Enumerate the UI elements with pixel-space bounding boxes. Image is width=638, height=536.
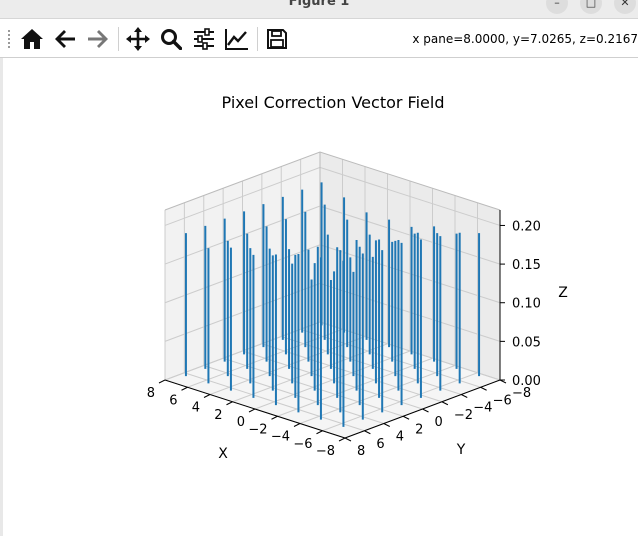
x-tick	[181, 386, 188, 391]
toolbar-separator	[257, 27, 258, 51]
x-tick-label: 2	[214, 408, 222, 423]
toolbar-grip[interactable]	[8, 30, 13, 48]
z-tick-label: 0.15	[512, 258, 541, 273]
z-tick-label: 0.10	[512, 297, 541, 312]
window-titlebar[interactable]: Figure 1 – □ ✕	[0, 0, 638, 19]
sliders-icon	[194, 28, 214, 50]
zoom-icon	[161, 29, 182, 50]
maximize-button[interactable]: □	[580, 0, 602, 14]
y-tick-label: 8	[357, 444, 365, 459]
cursor-coordinates: x pane=8.0000, y=7.0265, z=0.2167	[412, 32, 638, 46]
line-chart-icon	[225, 29, 248, 50]
x-tick-label: −4	[271, 430, 290, 445]
y-tick	[461, 394, 468, 398]
window-left-border	[0, 58, 3, 536]
arrow-right-icon	[88, 30, 108, 48]
x-tick	[248, 408, 256, 413]
y-tick	[441, 401, 449, 406]
z-tick-label: 0.00	[512, 374, 541, 389]
z-tick-label: 0.05	[512, 335, 541, 350]
toolbar: x pane=8.0000, y=7.0265, z=0.2167	[0, 19, 638, 58]
z-tick-label: 0.20	[512, 219, 541, 234]
y-tick-label: 4	[396, 430, 404, 445]
y-tick	[383, 423, 390, 427]
save-icon	[267, 29, 287, 49]
move-icon	[126, 27, 150, 51]
configure-subplots-button[interactable]	[190, 25, 218, 53]
x-axis-label: X	[218, 446, 228, 462]
y-tick	[364, 430, 371, 435]
y-tick-label: −2	[454, 408, 473, 423]
save-button[interactable]	[263, 25, 291, 53]
minimize-button[interactable]: –	[546, 0, 568, 14]
y-tick	[480, 386, 487, 391]
arrow-left-icon	[55, 30, 75, 48]
home-icon	[21, 29, 43, 49]
y-tick	[402, 415, 410, 420]
grid-line	[203, 365, 384, 424]
x-tick	[271, 415, 278, 420]
window-title: Figure 1	[288, 0, 350, 9]
y-tick	[422, 408, 429, 413]
y-tick-label: 2	[415, 422, 423, 437]
y-axis-label: Y	[456, 442, 466, 458]
y-tick	[344, 437, 352, 442]
back-button[interactable]	[51, 25, 79, 53]
x-tick-label: 0	[237, 415, 245, 430]
toolbar-separator	[118, 27, 119, 51]
x-tick-label: −8	[316, 444, 335, 459]
chart-title: Pixel Correction Vector Field	[221, 93, 445, 112]
y-tick-label: −8	[512, 386, 531, 401]
x-tick	[226, 401, 233, 406]
x-tick	[203, 394, 211, 398]
y-tick-label: 0	[435, 415, 443, 430]
y-tick-label: −6	[493, 393, 512, 408]
x-tick-label: 4	[192, 401, 200, 416]
figure-canvas[interactable]: Pixel Correction Vector Field 8 6 4 2 0 −2 −4−…	[3, 58, 638, 536]
z-axis-label: Z	[558, 285, 568, 301]
x-tick-label: 8	[147, 386, 155, 401]
zoom-button[interactable]	[157, 25, 185, 53]
x-tick-label: −6	[293, 437, 312, 452]
y-tick-label: −4	[473, 401, 492, 416]
x-tick	[338, 437, 346, 442]
y-tick-label: 6	[376, 437, 384, 452]
plot-3d[interactable]: 8 6 4 2 0 −2 −4 −6 −8 8 6 4 2 0 −2 −4 −6 −80.000.050.100.…	[3, 58, 638, 536]
x-tick-label: −2	[248, 422, 267, 437]
x-tick	[316, 430, 323, 435]
edit-axis-button[interactable]	[223, 25, 251, 53]
close-button[interactable]: ✕	[614, 0, 636, 14]
x-tick	[158, 379, 166, 384]
pan-button[interactable]	[124, 25, 152, 53]
home-button[interactable]	[18, 25, 46, 53]
grid-line	[184, 372, 365, 432]
x-tick	[293, 423, 301, 427]
forward-button[interactable]	[84, 25, 112, 53]
x-tick-label: 6	[169, 393, 177, 408]
